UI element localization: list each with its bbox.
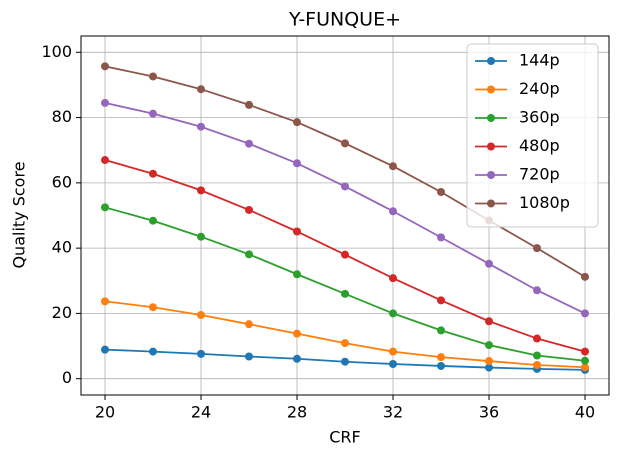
plot-frame [80,35,610,396]
data-point [245,205,253,214]
data-point [149,169,157,178]
data-point [437,296,445,305]
data-point [101,345,109,354]
data-point [389,309,397,318]
legend-marker [487,57,495,65]
data-point [437,353,445,362]
data-point [533,286,541,295]
data-point [293,159,301,168]
data-point [581,356,589,365]
data-point [581,347,589,356]
data-point [149,72,157,81]
data-point [533,351,541,360]
x-tick-label: 40 [575,403,595,422]
data-point [101,62,109,71]
legend: 144p 240p 360p 480p 720p 1080p [466,43,599,228]
data-point [389,347,397,356]
y-tick-label: 100 [41,42,72,61]
legend-marker [487,171,495,179]
legend-label: 360p [519,108,560,127]
data-point [197,186,205,195]
chart-title: Y-FUNQUE+ [288,9,401,31]
series-line [104,206,586,362]
data-point [485,363,493,372]
data-point [293,354,301,363]
data-point [581,309,589,318]
series-line [104,300,586,369]
data-point [485,317,493,326]
data-point [101,98,109,107]
data-point [101,203,109,212]
data-point [485,341,493,350]
data-point [293,329,301,338]
data-point [437,188,445,197]
data-point [341,339,349,348]
data-point [101,297,109,306]
data-point [581,272,589,281]
data-point [245,139,253,148]
data-point [437,326,445,335]
data-point [197,349,205,358]
data-point [341,182,349,191]
x-tick-label: 20 [95,403,115,422]
y-tick-label: 80 [52,107,72,126]
x-tick-label: 36 [479,403,499,422]
legend-label: 1080p [519,193,570,212]
data-point [341,250,349,259]
data-point [389,359,397,368]
data-point [533,334,541,343]
data-point [389,207,397,216]
legend-marker [487,85,495,94]
data-point [197,85,205,94]
data-point [485,259,493,268]
data-point [149,347,157,356]
data-point [341,139,349,148]
data-point [245,250,253,259]
data-point [533,360,541,369]
data-point [197,232,205,241]
data-point [149,303,157,312]
data-point [245,320,253,329]
data-point [341,289,349,298]
data-point [293,118,301,127]
data-point [437,361,445,370]
data-point [197,311,205,320]
y-tick-label: 0 [62,368,72,387]
data-point [389,274,397,283]
x-axis-label: CRF [329,428,361,447]
data-point [581,363,589,372]
x-tick-label: 24 [191,403,211,422]
legend-label: 240p [519,79,560,98]
data-point [149,216,157,225]
y-axis-label: Quality Score [10,161,29,268]
data-point [293,270,301,279]
legend-marker [487,142,495,151]
data-point [149,109,157,118]
legend-label: 144p [519,51,560,70]
legend-label: 480p [519,136,560,155]
data-point [341,357,349,366]
data-point [197,122,205,131]
y-tick-label: 60 [52,172,72,191]
data-point [101,156,109,165]
y-tick-label: 40 [52,238,72,257]
data-point [485,357,493,366]
x-tick-label: 32 [383,403,403,422]
data-point [245,100,253,109]
data-point [533,244,541,253]
data-point [245,352,253,361]
x-tick-label: 28 [287,403,307,422]
legend-marker [487,114,495,122]
legend-marker [487,199,495,208]
data-point [293,227,301,236]
legend-label: 720p [519,165,560,184]
data-point [389,162,397,171]
y-tick-label: 20 [52,303,72,322]
data-point [437,233,445,242]
